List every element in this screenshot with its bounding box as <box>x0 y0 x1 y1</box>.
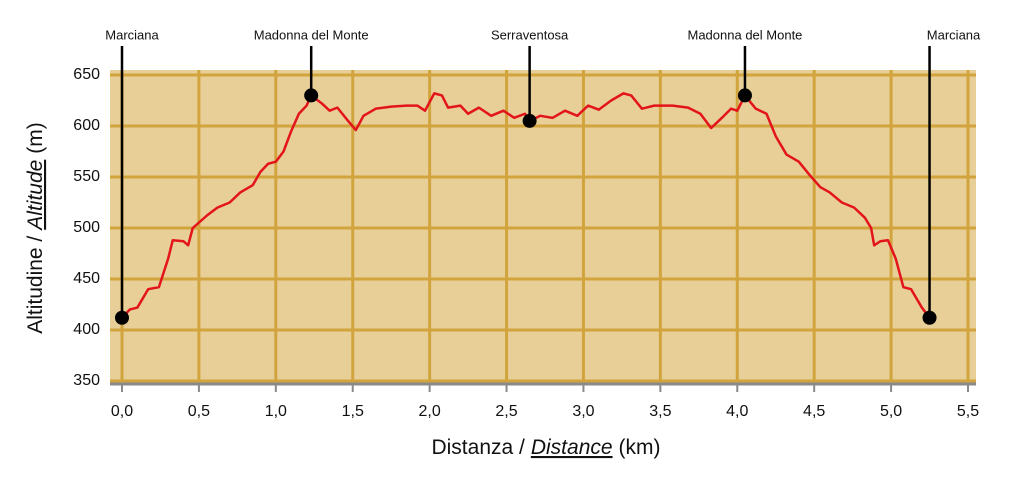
x-tick-label: 5,0 <box>880 403 902 420</box>
x-tick-label: 3,0 <box>572 403 594 420</box>
y-tick-label: 450 <box>73 270 100 287</box>
waypoint-label: Marciana <box>105 27 159 42</box>
waypoint-marker <box>115 310 129 325</box>
y-axis-title-main: Altitudine / <box>24 236 47 334</box>
x-tick-label: 2,0 <box>419 403 441 420</box>
y-axis-title-unit: (m) <box>24 122 47 153</box>
waypoint-label: Marciana <box>927 27 981 42</box>
y-tick-label: 600 <box>73 117 100 134</box>
waypoint-label: Serraventosa <box>491 27 569 42</box>
x-tick-label: 4,5 <box>803 403 825 420</box>
x-axis-title: Distanza / Distance (km) <box>431 436 660 459</box>
waypoint-marker <box>522 113 537 128</box>
x-tick-label: 3,5 <box>649 403 671 420</box>
waypoint-marker <box>304 88 319 103</box>
y-tick-label: 500 <box>73 219 100 236</box>
x-tick-label: 0,0 <box>111 403 133 420</box>
x-tick-label: 1,5 <box>342 403 364 420</box>
x-tick-label: 0,5 <box>188 403 210 420</box>
waypoint-marker <box>922 310 937 325</box>
y-axis-title-italic: Altitude <box>24 160 47 232</box>
y-tick-label: 650 <box>73 66 100 83</box>
x-axis-title-main: Distanza / <box>431 436 525 459</box>
x-axis-title-unit: (km) <box>619 436 661 459</box>
x-axis-title-italic: Distance <box>531 436 613 459</box>
waypoint-marker <box>737 88 752 103</box>
x-tick-label: 5,5 <box>957 403 979 420</box>
x-tick-label: 2,5 <box>495 403 517 420</box>
profile-line <box>121 92 931 319</box>
y-tick-label: 350 <box>73 372 100 389</box>
y-tick-label: 400 <box>73 321 100 338</box>
x-tick-label: 4,0 <box>726 403 748 420</box>
y-tick-label: 550 <box>73 168 100 185</box>
waypoint-label: Madonna del Monte <box>688 27 803 42</box>
waypoint-label: Madonna del Monte <box>254 27 369 42</box>
y-axis-title: Altitudine / Altitude (m) <box>24 122 47 334</box>
x-tick-label: 1,0 <box>265 403 287 420</box>
